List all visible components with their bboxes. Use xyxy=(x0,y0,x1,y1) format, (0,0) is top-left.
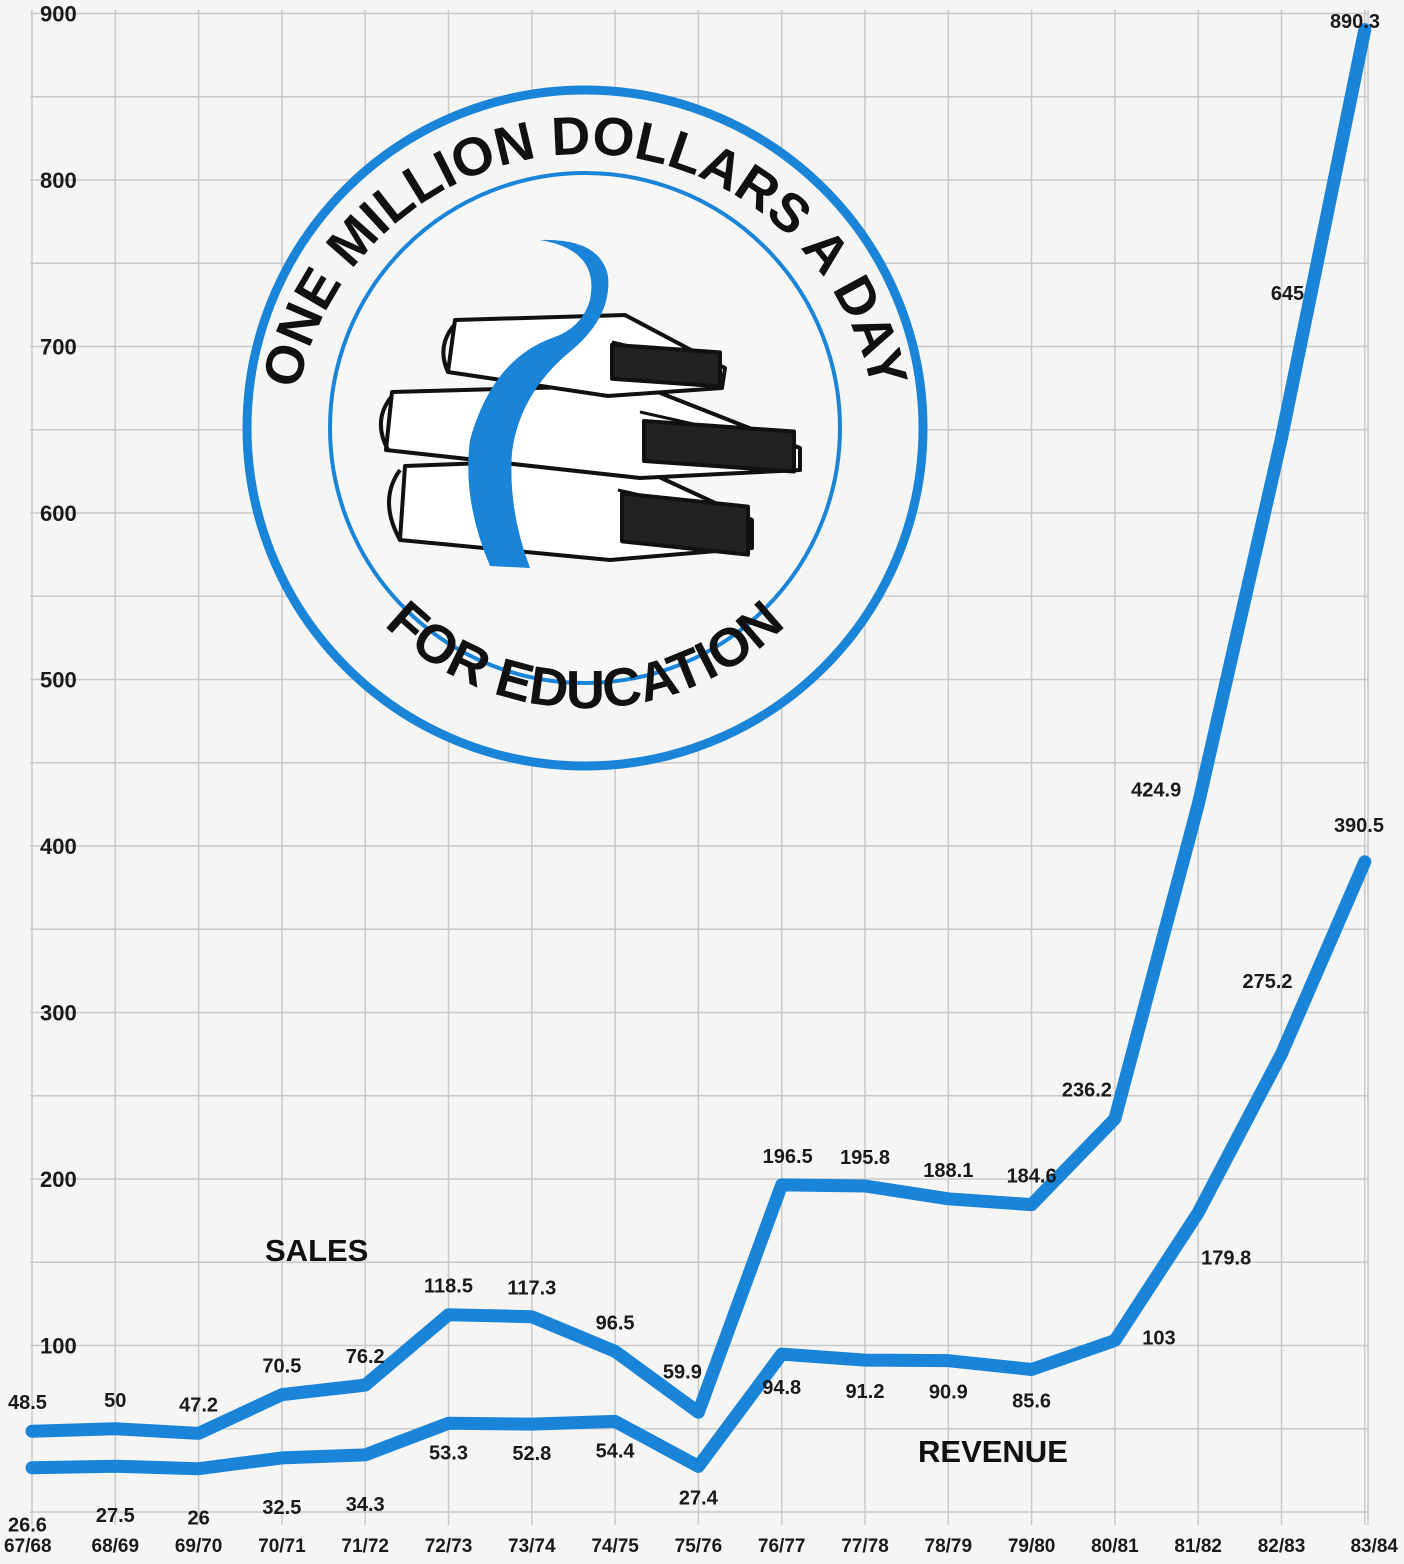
y-tick-label: 300 xyxy=(40,1001,77,1026)
series-names: SALES REVENUE xyxy=(265,1233,1068,1469)
data-label-revenue: 94.8 xyxy=(762,1377,801,1399)
data-label-revenue: 53.3 xyxy=(429,1442,468,1464)
x-tick-label: 69/70 xyxy=(175,1536,223,1557)
x-tick-label: 71/72 xyxy=(341,1536,389,1557)
data-label-sales: 236.2 xyxy=(1062,1080,1112,1102)
y-tick-label: 700 xyxy=(40,335,77,360)
x-tick-label: 82/83 xyxy=(1258,1536,1306,1557)
x-axis-ticks: 67/68 68/69 69/70 70/71 71/72 72/73 73/74 74/75… xyxy=(4,1536,1398,1557)
y-axis-ticks: 100 200 300 400 500 600 700 800 900 xyxy=(40,2,77,1359)
x-tick-label: 80/81 xyxy=(1091,1536,1139,1557)
y-tick-label: 800 xyxy=(40,168,77,193)
data-label-sales: 645 xyxy=(1271,283,1304,305)
data-label-sales: 424.9 xyxy=(1131,780,1181,802)
x-tick-label: 77/78 xyxy=(841,1536,889,1557)
x-tick-label: 75/76 xyxy=(675,1536,723,1557)
y-tick-label: 600 xyxy=(40,501,77,526)
data-label-sales: 188.1 xyxy=(923,1160,973,1182)
data-label-revenue: 85.6 xyxy=(1012,1390,1051,1412)
data-label-sales: 70.5 xyxy=(262,1356,301,1378)
data-label-revenue: 27.5 xyxy=(96,1505,135,1527)
x-tick-label: 79/80 xyxy=(1008,1536,1056,1557)
data-label-revenue: 34.3 xyxy=(346,1494,385,1516)
data-label-revenue: 26 xyxy=(187,1508,209,1530)
logo-seal: ONE MILLION DOLLARS A DAY FOR EDUCATION xyxy=(242,85,928,771)
y-tick-label: 200 xyxy=(40,1167,77,1192)
x-tick-label: 81/82 xyxy=(1174,1536,1222,1557)
data-label-revenue: 275.2 xyxy=(1242,971,1292,993)
data-label-sales: 184.6 xyxy=(1007,1166,1057,1188)
data-label-sales: 890.3 xyxy=(1330,11,1380,33)
data-label-sales: 196.5 xyxy=(763,1146,813,1168)
y-tick-label: 400 xyxy=(40,834,77,859)
books-with-ribbon-icon xyxy=(379,239,802,568)
data-label-revenue: 54.4 xyxy=(596,1440,636,1462)
data-label-sales: 76.2 xyxy=(346,1346,385,1368)
data-label-revenue: 91.2 xyxy=(846,1381,885,1403)
series-lines xyxy=(25,23,1372,1476)
x-tick-label: 68/69 xyxy=(92,1536,140,1557)
series-line-revenue xyxy=(25,855,1372,1476)
x-tick-label: 72/73 xyxy=(425,1536,473,1557)
data-label-sales: 48.5 xyxy=(8,1392,47,1414)
x-tick-label: 76/77 xyxy=(758,1536,806,1557)
data-label-revenue: 90.9 xyxy=(929,1382,968,1404)
x-tick-label: 67/68 xyxy=(4,1536,52,1557)
series-name-revenue: REVENUE xyxy=(918,1434,1068,1469)
x-tick-label: 78/79 xyxy=(925,1536,973,1557)
series-line-sales xyxy=(25,23,1372,1440)
data-label-sales: 59.9 xyxy=(663,1361,702,1383)
data-label-sales: 47.2 xyxy=(179,1394,218,1416)
data-label-sales: 118.5 xyxy=(424,1276,473,1298)
x-tick-label: 70/71 xyxy=(258,1536,306,1557)
data-label-sales: 50 xyxy=(104,1390,126,1412)
data-label-sales: 117.3 xyxy=(507,1278,556,1300)
x-tick-label: 83/84 xyxy=(1350,1536,1398,1557)
data-label-sales: 195.8 xyxy=(840,1147,890,1169)
data-label-revenue: 52.8 xyxy=(512,1443,551,1465)
data-label-revenue: 390.5 xyxy=(1334,815,1384,837)
data-label-sales: 96.5 xyxy=(596,1312,635,1334)
y-tick-label: 900 xyxy=(40,2,77,27)
y-tick-label: 500 xyxy=(40,668,77,693)
x-tick-label: 74/75 xyxy=(591,1536,639,1557)
data-labels: 48.5 50 47.2 70.5 76.2 118.5 117.3 96.5 59.9 196.… xyxy=(8,11,1384,1537)
data-label-revenue: 32.5 xyxy=(262,1497,301,1519)
x-tick-label: 73/74 xyxy=(508,1536,556,1557)
data-label-revenue: 103 xyxy=(1142,1328,1175,1350)
data-label-revenue: 179.8 xyxy=(1201,1248,1251,1270)
series-name-sales: SALES xyxy=(265,1233,368,1268)
data-label-revenue: 26.6 xyxy=(8,1515,47,1537)
data-label-revenue: 27.4 xyxy=(679,1487,719,1509)
y-tick-label: 100 xyxy=(40,1334,77,1359)
